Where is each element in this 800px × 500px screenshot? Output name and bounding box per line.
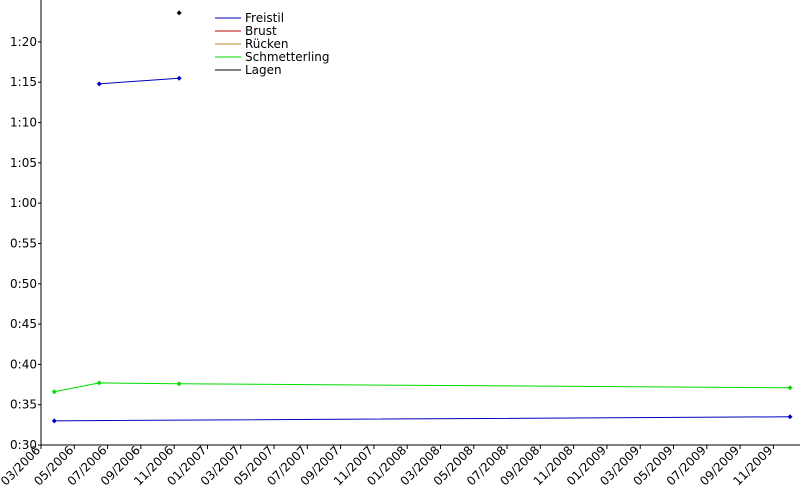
series-line: [54, 77, 791, 422]
point-marker: [96, 380, 102, 386]
y-tick-label: 0:55: [10, 236, 37, 250]
y-tick-label: 1:05: [10, 156, 37, 170]
y-tick-label: 0:35: [10, 398, 37, 412]
point-marker: [96, 81, 102, 87]
y-tick-label: 1:15: [10, 75, 37, 89]
series-line: [54, 382, 791, 393]
point-marker: [787, 385, 793, 391]
legend-label: Schmetterling: [245, 50, 330, 64]
legend-label: Brust: [245, 24, 277, 38]
point-marker: [787, 414, 793, 420]
y-tick-label: 1:20: [10, 35, 37, 49]
legend-label: Rücken: [245, 37, 289, 51]
point-marker: [51, 418, 57, 424]
y-tick-label: 1:10: [10, 116, 37, 130]
y-tick-label: 0:45: [10, 317, 37, 331]
point-marker: [176, 75, 182, 81]
legend-label: Lagen: [245, 63, 282, 77]
y-tick-label: 0:30: [10, 438, 37, 452]
point-marker: [51, 389, 57, 395]
y-tick-label: 0:50: [10, 277, 37, 291]
legend-label: Freistil: [245, 11, 284, 25]
point-marker: [176, 10, 182, 16]
point-marker: [176, 381, 182, 387]
y-tick-label: 0:40: [10, 357, 37, 371]
y-tick-label: 1:00: [10, 196, 37, 210]
